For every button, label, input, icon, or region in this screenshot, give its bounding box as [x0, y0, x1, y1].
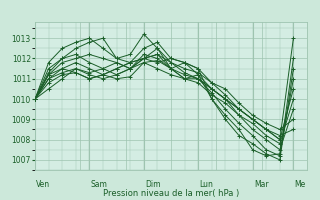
Text: Mar: Mar — [254, 180, 268, 189]
Text: Pression niveau de la mer( hPa ): Pression niveau de la mer( hPa ) — [103, 189, 239, 198]
Text: Lun: Lun — [199, 180, 213, 189]
Text: Me: Me — [295, 180, 306, 189]
Text: Dim: Dim — [145, 180, 161, 189]
Text: Ven: Ven — [36, 180, 51, 189]
Text: Sam: Sam — [91, 180, 108, 189]
